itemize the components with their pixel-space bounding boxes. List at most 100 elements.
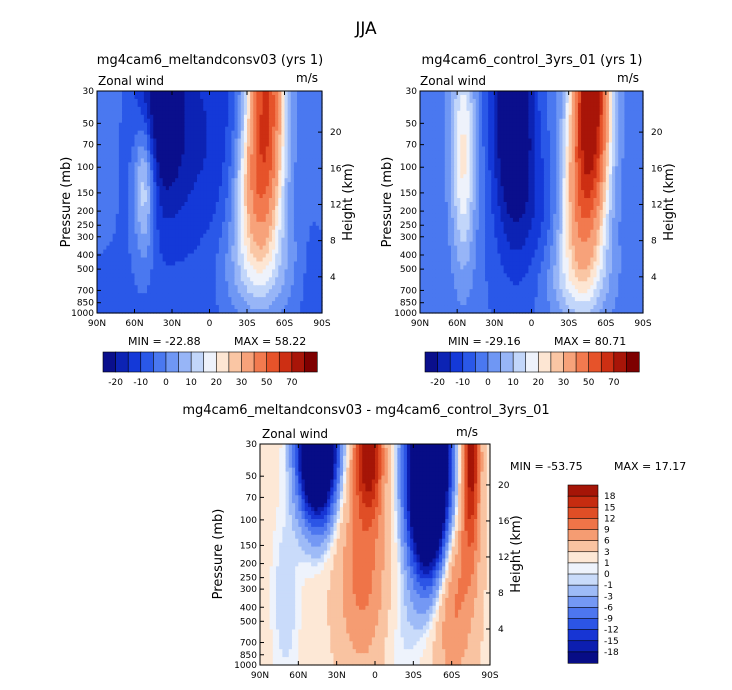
contour-cell [153,289,157,294]
contour-cell [156,233,161,239]
contour-cell [187,114,192,120]
contour-cell [103,225,107,231]
contour-cell [106,198,111,203]
contour-cell [203,102,207,108]
contour-cell [253,162,257,167]
contour-cell [550,91,554,96]
contour-cell [172,126,176,132]
contour-cell [553,91,557,96]
contour-cell [293,118,298,124]
contour-cell [134,202,139,207]
contour-cell [181,194,186,199]
contour-cell [112,114,117,120]
contour-cell [278,301,282,306]
contour-cell [100,91,104,96]
contour-cell [193,154,198,159]
contour-cell [287,158,292,163]
contour-cell [309,217,314,223]
contour-cell [109,106,114,112]
contour-cell [168,162,173,167]
contour-cell [137,186,142,191]
contour-cell [268,154,273,159]
contour-cell [178,146,182,152]
contour-cell [215,257,220,263]
contour-cell [630,94,635,100]
contour-cell [212,293,217,298]
contour-cell [225,106,229,112]
contour-cell [543,94,548,100]
contour-cell [147,293,151,298]
colorbar-swatch [253,351,268,373]
contour-cell [106,102,111,108]
contour-cell [122,269,126,274]
contour-cell [143,293,148,298]
contour-cell [259,213,264,219]
contour-cell [315,289,320,294]
contour-cell [175,138,179,144]
contour-cell [134,241,139,247]
contour-cell [290,205,295,211]
contour-cell [137,174,142,179]
contour-cell [240,289,245,294]
contour-cell [137,217,142,223]
contour-cell [156,194,161,199]
contour-cell [109,190,114,195]
contour-cell [287,94,292,100]
contour-cell [297,309,301,314]
contour-cell [165,114,170,120]
contour-cell [472,102,477,108]
contour-cell [147,209,151,215]
contour-cell [222,146,226,152]
contour-cell [231,253,236,259]
contour-cell [300,297,304,302]
contour-cell [147,229,151,235]
contour-cell [243,142,248,148]
contour-cell [290,190,295,195]
contour-cell [193,277,198,282]
colorbar-swatch [153,351,167,373]
contour-cell [315,253,320,259]
contour-cell [247,158,251,163]
contour-cell [630,102,635,108]
contour-cell [209,190,214,195]
contour-cell [225,269,229,274]
contour-cell [187,257,192,263]
contour-cell [275,285,279,290]
contour-cell [259,245,264,251]
contour-cell [112,309,117,314]
contour-cell [318,265,323,270]
contour-cell [153,273,157,278]
contour-cell [259,186,264,191]
contour-cell [218,202,223,207]
contour-cell [312,233,317,239]
contour-cell [103,154,107,159]
contour-cell [297,202,301,207]
contour-cell [312,194,317,199]
x-tick-label: 90S [313,319,330,329]
contour-cell [284,122,289,128]
contour-cell [112,249,117,255]
contour-cell [306,269,311,274]
contour-cell [197,241,201,247]
contour-cell [306,134,311,140]
contour-cell [639,91,644,96]
contour-cell [247,301,251,306]
contour-cell [559,102,564,108]
contour-cell [534,94,539,100]
contour-cell [312,257,317,263]
contour-cell [187,237,192,243]
contour-cell [259,269,264,274]
contour-cell [153,245,157,251]
contour-cell [312,122,317,128]
colorbar-swatch [228,351,243,373]
contour-cell [222,182,226,187]
contour-cell [300,261,304,267]
contour-cell [103,241,107,247]
contour-cell [112,91,117,96]
contour-cell [546,106,551,112]
contour-cell [293,94,298,100]
contour-cell [278,229,282,235]
contour-cell [537,98,542,104]
contour-cell [602,102,607,108]
contour-cell [212,166,217,171]
